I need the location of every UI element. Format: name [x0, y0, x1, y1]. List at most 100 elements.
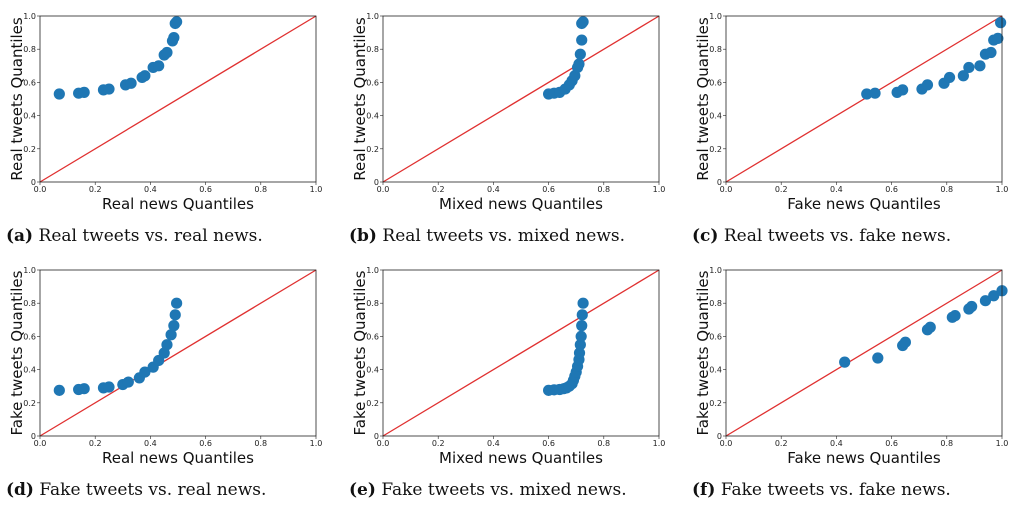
chart-panel-c: 0.0 0.2 0.4 0.6 0.8 1.0 0 0.2 0.4 0.6 0.8 1.0 Fake n… — [686, 0, 1009, 254]
y-tick-label: 0.4 — [23, 112, 36, 121]
chart-panel-a: 0.0 0.2 0.4 0.6 0.8 1.0 0 0.2 0.4 0.6 0.8 1.0 Real n… — [0, 0, 336, 254]
y-tick-label: 0.6 — [23, 78, 36, 87]
y-tick-label: 0 — [717, 432, 722, 441]
y-tick-label: 0.2 — [366, 145, 379, 154]
y-tick-label: 0.2 — [709, 399, 722, 408]
data-point — [861, 88, 873, 100]
data-point — [573, 347, 586, 359]
data-point — [169, 309, 181, 321]
chart-panel-d: 0.0 0.2 0.4 0.6 0.8 1.0 0 0.2 0.4 0.6 0.8 1.0 Real n… — [0, 254, 336, 508]
data-point — [988, 290, 1000, 302]
x-tick-label: 0.2 — [432, 439, 445, 448]
data-point — [576, 320, 588, 332]
caption-text: Fake tweets vs. mixed news. — [381, 480, 627, 500]
data-point — [575, 330, 587, 342]
x-tick-label: 0.2 — [89, 439, 102, 448]
data-point — [165, 329, 177, 341]
x-axis-label: Fake news Quantiles — [787, 195, 941, 213]
data-point — [897, 84, 909, 96]
x-tick-label: 0.2 — [775, 439, 788, 448]
y-tick-label: 0.4 — [709, 366, 722, 375]
y-tick-label: 0 — [31, 178, 36, 187]
caption-e: (e) Fake tweets vs. mixed news. — [343, 480, 679, 500]
y-tick-label: 0.8 — [366, 45, 379, 54]
y-tick-label: 0.4 — [23, 366, 36, 375]
plot-frame — [382, 15, 660, 183]
reference-line — [725, 15, 1003, 183]
caption-letter: (b) — [349, 226, 377, 246]
x-axis-label: Mixed news Quantiles — [439, 449, 603, 467]
y-tick-label: 1.0 — [366, 266, 379, 275]
caption-letter: (e) — [349, 480, 376, 500]
data-point — [139, 70, 151, 82]
plot-frame — [725, 269, 1003, 437]
x-tick-label: 0.0 — [377, 439, 390, 448]
caption-d: (d) Fake tweets vs. real news. — [0, 480, 336, 500]
data-point — [574, 339, 586, 351]
qq-plot-c: 0.0 0.2 0.4 0.6 0.8 1.0 0 0.2 0.4 0.6 0.8 1.0 Fake n… — [694, 12, 1008, 213]
y-axis-label: Fake tweets Quantiles — [351, 270, 369, 435]
y-tick-label: 1.0 — [23, 266, 36, 275]
data-point — [949, 310, 961, 322]
data-point — [957, 70, 969, 82]
data-point — [839, 356, 851, 368]
x-tick-label: 0.4 — [830, 439, 843, 448]
y-tick-label: 0.2 — [709, 145, 722, 154]
x-tick-label: 0.4 — [487, 439, 500, 448]
data-point — [168, 31, 180, 44]
data-point — [576, 309, 588, 321]
y-tick-label: 0.8 — [709, 45, 722, 54]
y-tick-label: 0.8 — [709, 299, 722, 308]
plot-frame — [39, 15, 317, 183]
qq-plot-a: 0.0 0.2 0.4 0.6 0.8 1.0 0 0.2 0.4 0.6 0.8 1.0 Real n… — [8, 12, 323, 213]
y-tick-label: 1.0 — [709, 266, 722, 275]
qq-plot-e: 0.0 0.2 0.4 0.6 0.8 1.0 0 0.2 0.4 0.6 0.8 1.0 Mixed … — [351, 266, 665, 467]
data-point — [992, 32, 1004, 45]
x-tick-label: 0.8 — [254, 185, 267, 194]
plot-frame — [39, 269, 317, 437]
caption-text: Real tweets vs. fake news. — [723, 226, 952, 246]
data-point — [869, 87, 881, 99]
x-tick-label: 0.0 — [720, 439, 733, 448]
x-axis-label: Fake news Quantiles — [787, 449, 941, 467]
data-point — [573, 58, 585, 70]
caption-text: Fake tweets vs. real news. — [39, 480, 267, 500]
caption-letter: (f) — [692, 480, 716, 500]
data-point — [161, 46, 173, 59]
caption-letter: (a) — [6, 226, 34, 246]
chart-panel-f: 0.0 0.2 0.4 0.6 0.8 1.0 0 0.2 0.4 0.6 0.8 1.0 Fake n… — [686, 254, 1009, 508]
y-tick-label: 0.4 — [366, 366, 379, 375]
x-tick-label: 0.2 — [775, 185, 788, 194]
x-tick-label: 0.0 — [377, 185, 390, 194]
data-point — [171, 16, 183, 28]
data-point — [921, 79, 934, 91]
data-point — [78, 383, 90, 395]
data-point — [153, 60, 165, 72]
x-tick-label: 0.0 — [720, 185, 733, 194]
data-point — [872, 352, 884, 364]
reference-line — [39, 269, 317, 437]
reference-line — [725, 269, 1003, 437]
data-point — [577, 16, 589, 28]
y-tick-label: 0.6 — [366, 332, 379, 341]
data-point — [171, 297, 183, 309]
data-point — [122, 376, 134, 388]
qq-plot-f: 0.0 0.2 0.4 0.6 0.8 1.0 0 0.2 0.4 0.6 0.8 1.0 Fake n… — [694, 266, 1008, 467]
x-tick-label: 1.0 — [310, 439, 323, 448]
data-point — [161, 339, 173, 351]
caption-c: (c) Real tweets vs. fake news. — [686, 226, 1009, 246]
caption-letter: (d) — [6, 480, 34, 500]
x-tick-label: 0.4 — [830, 185, 843, 194]
data-point — [574, 48, 586, 60]
caption-text: Real tweets vs. mixed news. — [382, 226, 626, 246]
data-point — [53, 88, 65, 100]
data-point — [924, 321, 936, 333]
y-tick-label: 0.8 — [366, 299, 379, 308]
plot-frame — [725, 15, 1003, 183]
data-point — [966, 300, 978, 313]
x-tick-label: 0.8 — [254, 439, 267, 448]
data-point — [943, 71, 956, 84]
x-tick-label: 1.0 — [310, 185, 323, 194]
reference-line — [382, 15, 660, 183]
data-point — [985, 46, 997, 59]
